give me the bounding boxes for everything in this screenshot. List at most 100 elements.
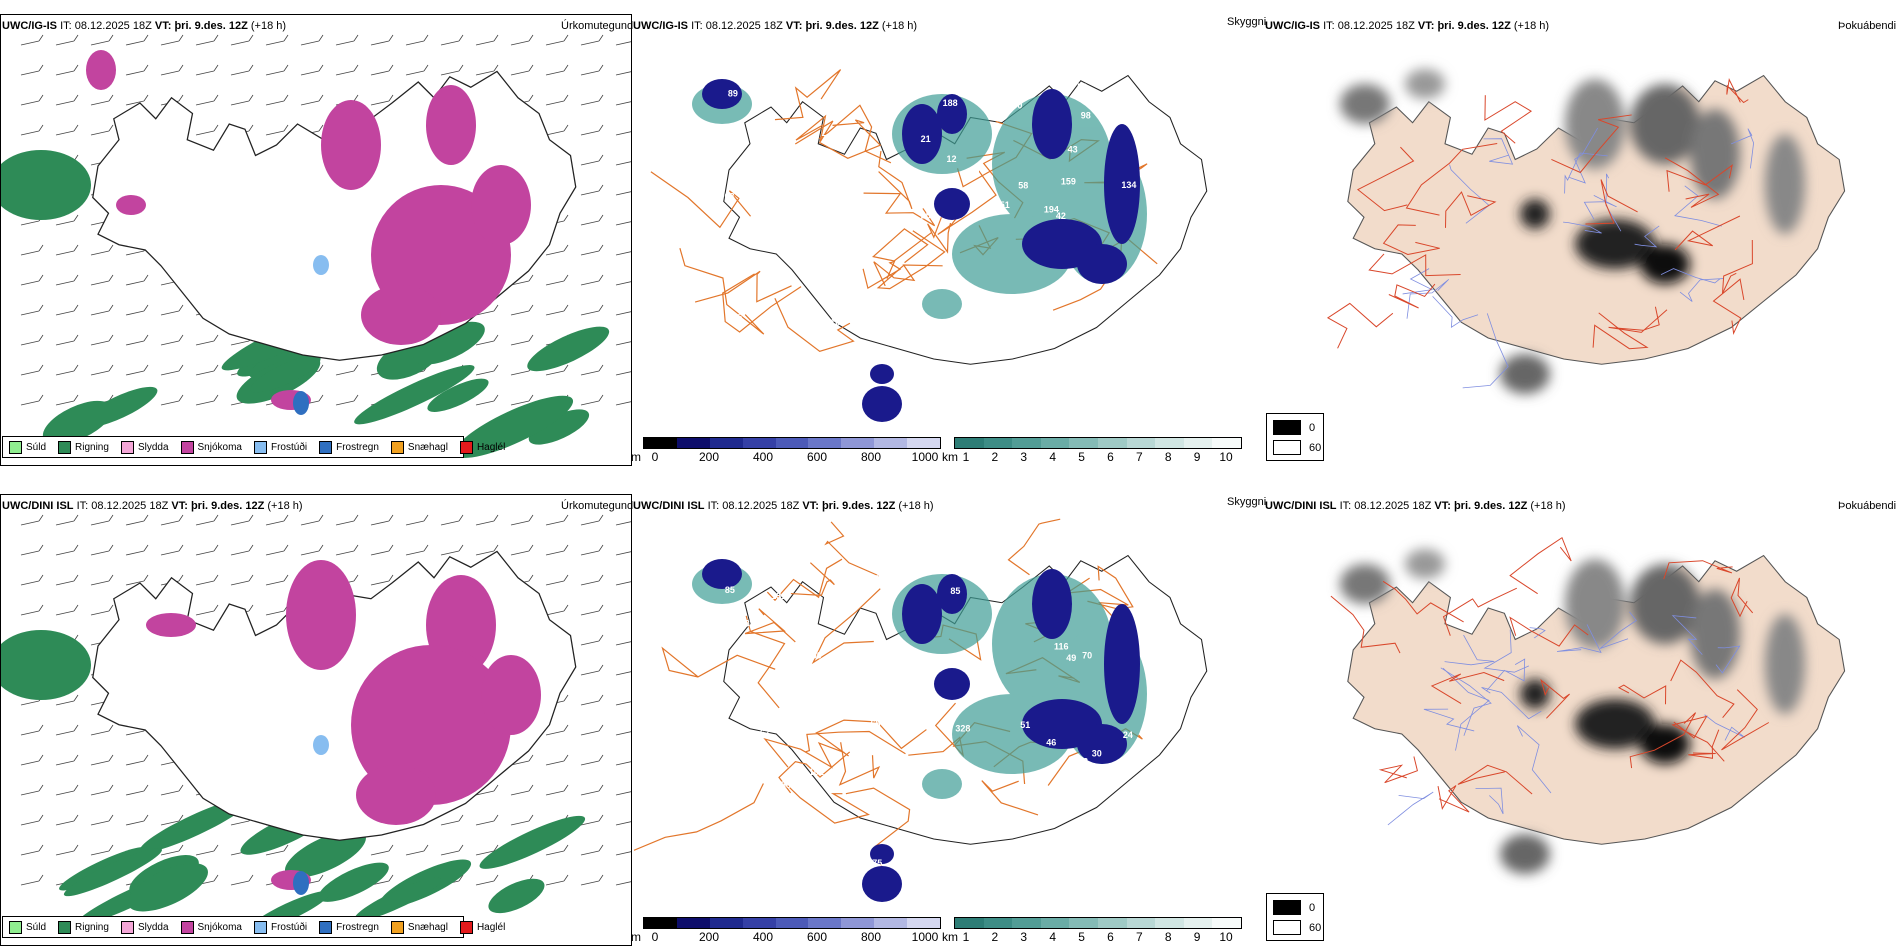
scale-step bbox=[644, 918, 677, 928]
precip-legend: Súld Rigning Slydda Snjókoma Frostúði Frostre… bbox=[2, 436, 505, 458]
header-precip-2: UWC/DINI ISL IT: 08.12.2025 18Z VT: þri.… bbox=[2, 500, 303, 512]
scale-step bbox=[1097, 438, 1127, 448]
precip-legend-item: Frostúði bbox=[253, 920, 308, 934]
cloud-value-label: 134 bbox=[1121, 180, 1136, 190]
fog-map-2 bbox=[1265, 494, 1900, 934]
cloud-value-label: 161 bbox=[871, 573, 886, 583]
fog-index-areas bbox=[1340, 69, 1805, 394]
fog-legend-1: 0 60 bbox=[1266, 413, 1324, 461]
cloud-value-label: 56 bbox=[974, 801, 984, 811]
cloud-value-label: 175 bbox=[867, 858, 882, 868]
cloud-value-label: 18 bbox=[1002, 384, 1012, 394]
scale-step bbox=[1040, 438, 1070, 448]
precip-legend-item: Rigning bbox=[58, 920, 109, 934]
scale-tick: 10 bbox=[1219, 930, 1233, 944]
scale-unit: km bbox=[942, 450, 958, 464]
scale-tick: 3 bbox=[1020, 930, 1028, 944]
cloud-value-label: 45 bbox=[1062, 798, 1072, 808]
cloud-value-label: 12 bbox=[1150, 867, 1160, 877]
scale-step bbox=[1040, 918, 1070, 928]
scale-tick: 0 bbox=[651, 450, 659, 464]
scale-tick: 9 bbox=[1193, 930, 1201, 944]
precip-legend-item: Snæhagl bbox=[390, 440, 448, 454]
scale-unit: km bbox=[942, 930, 958, 944]
cloud-value-label: 95 bbox=[969, 165, 979, 175]
precip-legend-item: Snæhagl bbox=[390, 920, 448, 934]
scale-bar bbox=[954, 917, 1242, 929]
road-network bbox=[1330, 536, 1770, 813]
scale-step bbox=[644, 438, 677, 448]
cloud-value-label: 298 bbox=[998, 817, 1013, 827]
header-fog-1: UWC/IG-IS IT: 08.12.2025 18Z VT: þri. 9.… bbox=[1265, 20, 1550, 32]
cloud-value-label: 188 bbox=[943, 98, 958, 108]
cloud-value-label: 303 bbox=[801, 405, 816, 415]
scale-step bbox=[1012, 438, 1041, 448]
cloud-value-label: 116 bbox=[1054, 641, 1069, 651]
cloud-value-label: 987 bbox=[904, 675, 919, 685]
fog-legend-swatch bbox=[1273, 920, 1301, 935]
cloud-value-label: 148 bbox=[747, 169, 762, 179]
cloud-value-label: 50 bbox=[1078, 92, 1088, 102]
cloud-top-scale-1: km 1 2 3 4 5 6 7 8 9 10 bbox=[942, 437, 1244, 464]
scale-tick: 600 bbox=[806, 450, 828, 464]
scale-tick: 1000 bbox=[911, 930, 939, 944]
cloud-value-label: 08 bbox=[757, 256, 767, 266]
cloud-base-scale-2: m 0 200 400 600 800 1000 bbox=[631, 917, 943, 944]
fog-legend-row: 0 bbox=[1273, 420, 1315, 435]
cloud-value-label: 43 bbox=[1068, 144, 1078, 154]
scale-step bbox=[709, 438, 743, 448]
cloud-value-label: 70 bbox=[762, 707, 772, 717]
vis-title-1: Skyggni bbox=[1227, 16, 1267, 28]
cloud-value-label: 24 bbox=[1123, 730, 1133, 740]
cloud-value-label: 45 bbox=[883, 294, 893, 304]
fog-index-areas bbox=[1340, 549, 1805, 874]
cloud-value-label: 81 bbox=[1041, 837, 1051, 847]
cloud-value-label: 115 bbox=[970, 296, 985, 306]
legend-swatch bbox=[390, 440, 404, 454]
fog-title-2: Þokuábendi bbox=[1838, 500, 1897, 512]
scale-step bbox=[775, 918, 809, 928]
cloud-value-label: 194 bbox=[1044, 205, 1059, 215]
cloud-value-label: 145 bbox=[997, 303, 1012, 313]
scale-tick: 9 bbox=[1193, 450, 1201, 464]
scale-tick: 800 bbox=[860, 930, 882, 944]
road-network bbox=[1326, 77, 1753, 350]
cloud-value-label: 159 bbox=[1061, 177, 1076, 187]
scale-step bbox=[808, 918, 842, 928]
precip-map-canvas bbox=[1, 514, 631, 932]
scale-step bbox=[1069, 918, 1098, 928]
scale-bar bbox=[643, 917, 941, 929]
scale-tick: 200 bbox=[698, 930, 720, 944]
legend-label: Frostúði bbox=[270, 921, 308, 933]
cloud-base-areas bbox=[702, 559, 1140, 902]
scale-tick: 5 bbox=[1078, 450, 1085, 464]
scale-step bbox=[1183, 918, 1213, 928]
precip-legend-item: Frostregn bbox=[319, 920, 379, 934]
legend-label: Slydda bbox=[137, 921, 169, 933]
scale-tick: 1 bbox=[962, 450, 970, 464]
cloud-value-label: 56 bbox=[1077, 82, 1087, 92]
cloud-value-label: 50 bbox=[812, 651, 822, 661]
cloud-value-label: 82 bbox=[817, 701, 827, 711]
legend-swatch bbox=[319, 440, 333, 454]
cloud-map-2: 20 60 58 83 80 70 265 328 03 56 76 89 67 175 56 101 82 05… bbox=[632, 494, 1232, 944]
cloud-value-label: 106 bbox=[727, 312, 742, 322]
scale-step bbox=[775, 438, 809, 448]
cloud-value-label: 85 bbox=[950, 586, 960, 596]
scale-step bbox=[1183, 438, 1213, 448]
legend-swatch bbox=[459, 920, 473, 934]
scale-step bbox=[983, 918, 1013, 928]
cloud-value-label: 41 bbox=[1134, 834, 1144, 844]
cloud-value-label: 56 bbox=[854, 759, 864, 769]
fog-legend-label: 0 bbox=[1309, 421, 1316, 434]
cloud-value-label: 64 bbox=[842, 258, 852, 268]
cloud-value-label: 102 bbox=[973, 370, 988, 380]
snow-areas bbox=[86, 50, 531, 345]
legend-swatch bbox=[180, 440, 194, 454]
fog-legend-2: 0 60 bbox=[1266, 893, 1324, 941]
scale-unit: m bbox=[631, 930, 641, 944]
cloud-value-label: 42 bbox=[1056, 211, 1066, 221]
cloud-value-label: 85 bbox=[725, 585, 735, 595]
legend-label: Rigning bbox=[75, 921, 109, 933]
header-cloud-2: UWC/DINI ISL IT: 08.12.2025 18Z VT: þri.… bbox=[633, 500, 934, 512]
